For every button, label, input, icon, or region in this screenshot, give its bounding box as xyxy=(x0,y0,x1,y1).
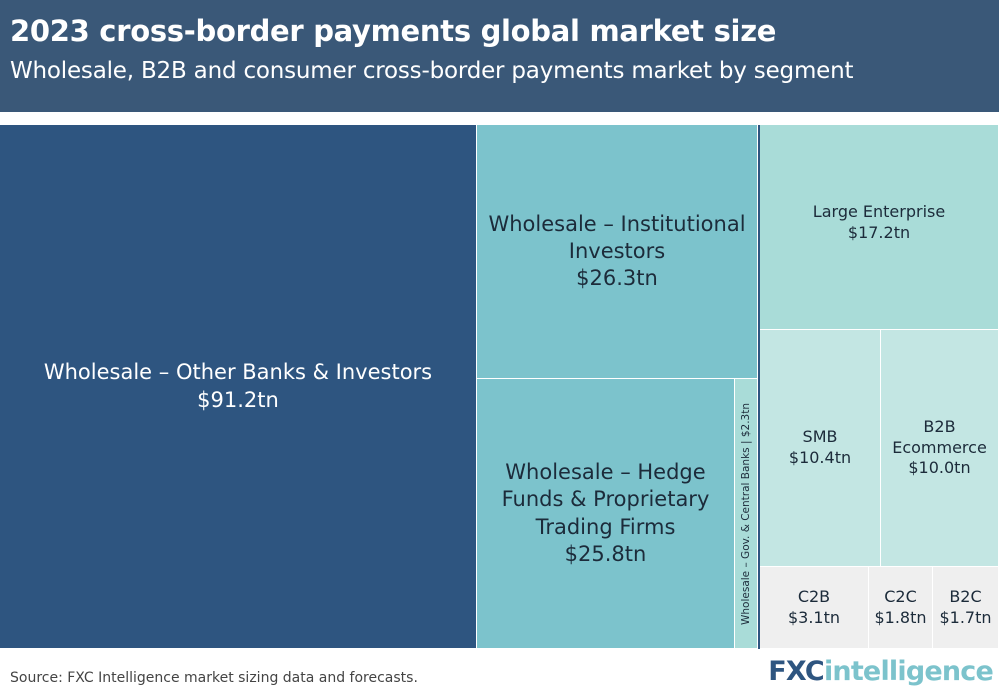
tile-value: $3.1tn xyxy=(787,607,841,627)
source-note: Source: FXC Intelligence market sizing d… xyxy=(10,670,418,686)
chart-title: 2023 cross-border payments global market… xyxy=(10,14,777,48)
tile-label: Large Enterprise xyxy=(812,202,946,221)
tile-label: Trading Firms xyxy=(535,514,676,539)
tile-value: $10.0tn xyxy=(908,458,971,478)
tile-value: $1.7tn xyxy=(939,607,992,627)
tile-large-enterprise: Large Enterprise $17.2tn xyxy=(760,125,999,330)
segment-divider xyxy=(758,125,760,649)
tile-value: $26.3tn xyxy=(576,266,658,291)
tile-label: Ecommerce xyxy=(892,437,987,457)
logo-fxc: FXC xyxy=(768,656,825,687)
tile-label: C2C xyxy=(884,586,917,606)
tile-label: B2B xyxy=(923,416,956,436)
fxc-intelligence-logo: FXCintelligence xyxy=(768,656,994,687)
tile-label-vertical: Wholesale – Gov. & Central Banks | $2.3t… xyxy=(740,402,753,625)
tile-label: Wholesale – Institutional xyxy=(488,211,746,236)
chart-subtitle: Wholesale, B2B and consumer cross-border… xyxy=(10,58,854,84)
tile-wholesale-hedge-funds: Wholesale – Hedge Funds & Proprietary Tr… xyxy=(477,379,735,649)
tile-wholesale-gov-central-banks: Wholesale – Gov. & Central Banks | $2.3t… xyxy=(735,379,758,649)
treemap: Wholesale – Other Banks & Investors $91.… xyxy=(0,125,999,649)
tile-label: SMB xyxy=(802,427,838,447)
tile-b2b-ecommerce: B2B Ecommerce $10.0tn xyxy=(881,330,999,567)
chart-header: 2023 cross-border payments global market… xyxy=(0,0,999,112)
tile-wholesale-other-banks: Wholesale – Other Banks & Investors $91.… xyxy=(0,125,477,649)
tile-label: B2C xyxy=(949,586,982,606)
logo-intelligence: intelligence xyxy=(823,656,994,687)
tile-label: Investors xyxy=(568,238,666,263)
tile-b2c: B2C $1.7tn xyxy=(933,567,999,649)
tile-label: Funds & Proprietary xyxy=(501,487,710,512)
tile-wholesale-institutional: Wholesale – Institutional Investors $26.… xyxy=(477,125,758,379)
tile-value: $1.8tn xyxy=(874,607,927,627)
tile-value: $17.2tn xyxy=(847,222,911,242)
tile-c2c: C2C $1.8tn xyxy=(869,567,933,649)
tile-value: $91.2tn xyxy=(197,387,279,412)
tile-value: $10.4tn xyxy=(788,448,852,467)
tile-value: $25.8tn xyxy=(564,541,647,566)
tile-smb: SMB $10.4tn xyxy=(760,330,881,567)
tile-label: C2B xyxy=(797,586,831,606)
tile-c2b: C2B $3.1tn xyxy=(760,567,869,649)
tile-label: Wholesale – Other Banks & Investors xyxy=(43,360,433,385)
tile-label: Wholesale – Hedge xyxy=(505,459,706,484)
